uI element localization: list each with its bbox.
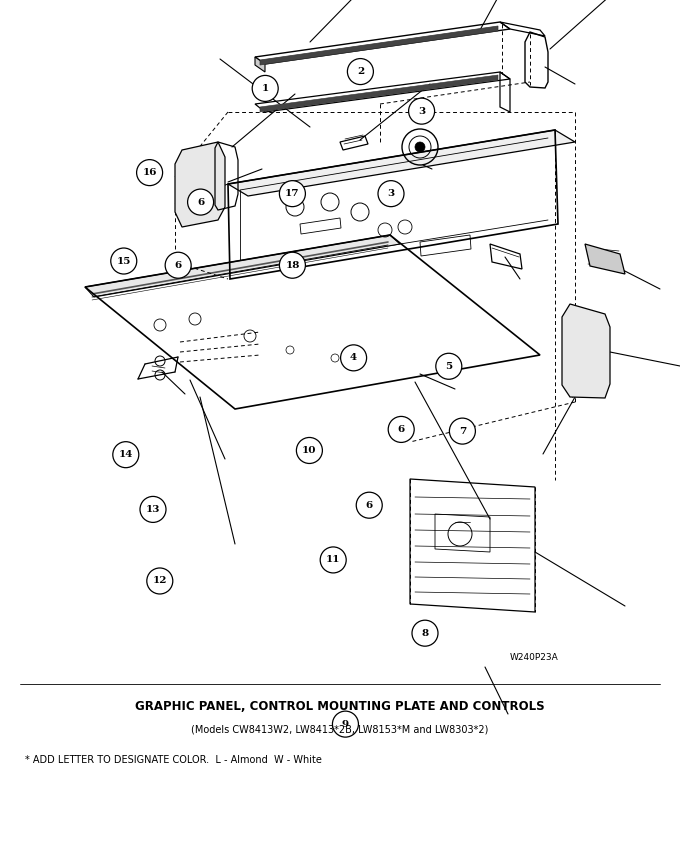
Text: 16: 16 — [142, 168, 157, 177]
Text: 2: 2 — [357, 67, 364, 76]
Text: 17: 17 — [285, 189, 300, 198]
Polygon shape — [260, 26, 498, 65]
Text: 3: 3 — [418, 107, 425, 115]
Text: 6: 6 — [197, 198, 204, 206]
Text: 4: 4 — [350, 354, 357, 362]
Circle shape — [165, 253, 191, 278]
Circle shape — [113, 442, 139, 467]
Circle shape — [279, 181, 305, 206]
Text: 6: 6 — [366, 501, 373, 509]
Polygon shape — [228, 130, 575, 196]
Circle shape — [449, 418, 475, 444]
Circle shape — [356, 493, 382, 518]
Text: 6: 6 — [175, 261, 182, 269]
Text: 3: 3 — [388, 189, 394, 198]
Polygon shape — [585, 244, 625, 274]
Text: 18: 18 — [285, 261, 300, 269]
Circle shape — [415, 142, 425, 152]
Circle shape — [188, 189, 214, 215]
Text: (Models CW8413W2, LW8413*2B, LW8153*M and LW8303*2): (Models CW8413W2, LW8413*2B, LW8153*M an… — [191, 725, 489, 735]
Text: 8: 8 — [422, 629, 428, 637]
Circle shape — [333, 711, 358, 737]
Text: 6: 6 — [398, 425, 405, 434]
Polygon shape — [85, 235, 400, 297]
Circle shape — [341, 345, 367, 370]
Text: 14: 14 — [118, 450, 133, 459]
Circle shape — [147, 568, 173, 594]
Circle shape — [296, 438, 322, 463]
Text: W240P23A: W240P23A — [510, 653, 559, 662]
Text: 1: 1 — [262, 84, 269, 93]
Text: 13: 13 — [146, 505, 160, 514]
Circle shape — [347, 59, 373, 84]
Text: 7: 7 — [459, 427, 466, 435]
Polygon shape — [255, 57, 265, 72]
Polygon shape — [562, 304, 610, 398]
Text: 10: 10 — [302, 446, 317, 455]
Circle shape — [409, 99, 435, 124]
Circle shape — [140, 497, 166, 522]
Circle shape — [111, 248, 137, 274]
Text: 15: 15 — [116, 257, 131, 265]
Circle shape — [320, 547, 346, 573]
Circle shape — [388, 417, 414, 442]
Circle shape — [137, 160, 163, 185]
Polygon shape — [260, 75, 498, 112]
Circle shape — [252, 76, 278, 101]
Circle shape — [378, 181, 404, 206]
Text: 9: 9 — [342, 720, 349, 728]
Polygon shape — [175, 142, 225, 227]
Circle shape — [436, 354, 462, 379]
Text: 12: 12 — [152, 577, 167, 585]
Text: 5: 5 — [445, 362, 452, 370]
Text: GRAPHIC PANEL, CONTROL MOUNTING PLATE AND CONTROLS: GRAPHIC PANEL, CONTROL MOUNTING PLATE AN… — [135, 701, 545, 713]
Circle shape — [279, 253, 305, 278]
Text: * ADD LETTER TO DESIGNATE COLOR.  L - Almond  W - White: * ADD LETTER TO DESIGNATE COLOR. L - Alm… — [25, 755, 322, 765]
Circle shape — [412, 621, 438, 646]
Text: 11: 11 — [326, 556, 341, 564]
